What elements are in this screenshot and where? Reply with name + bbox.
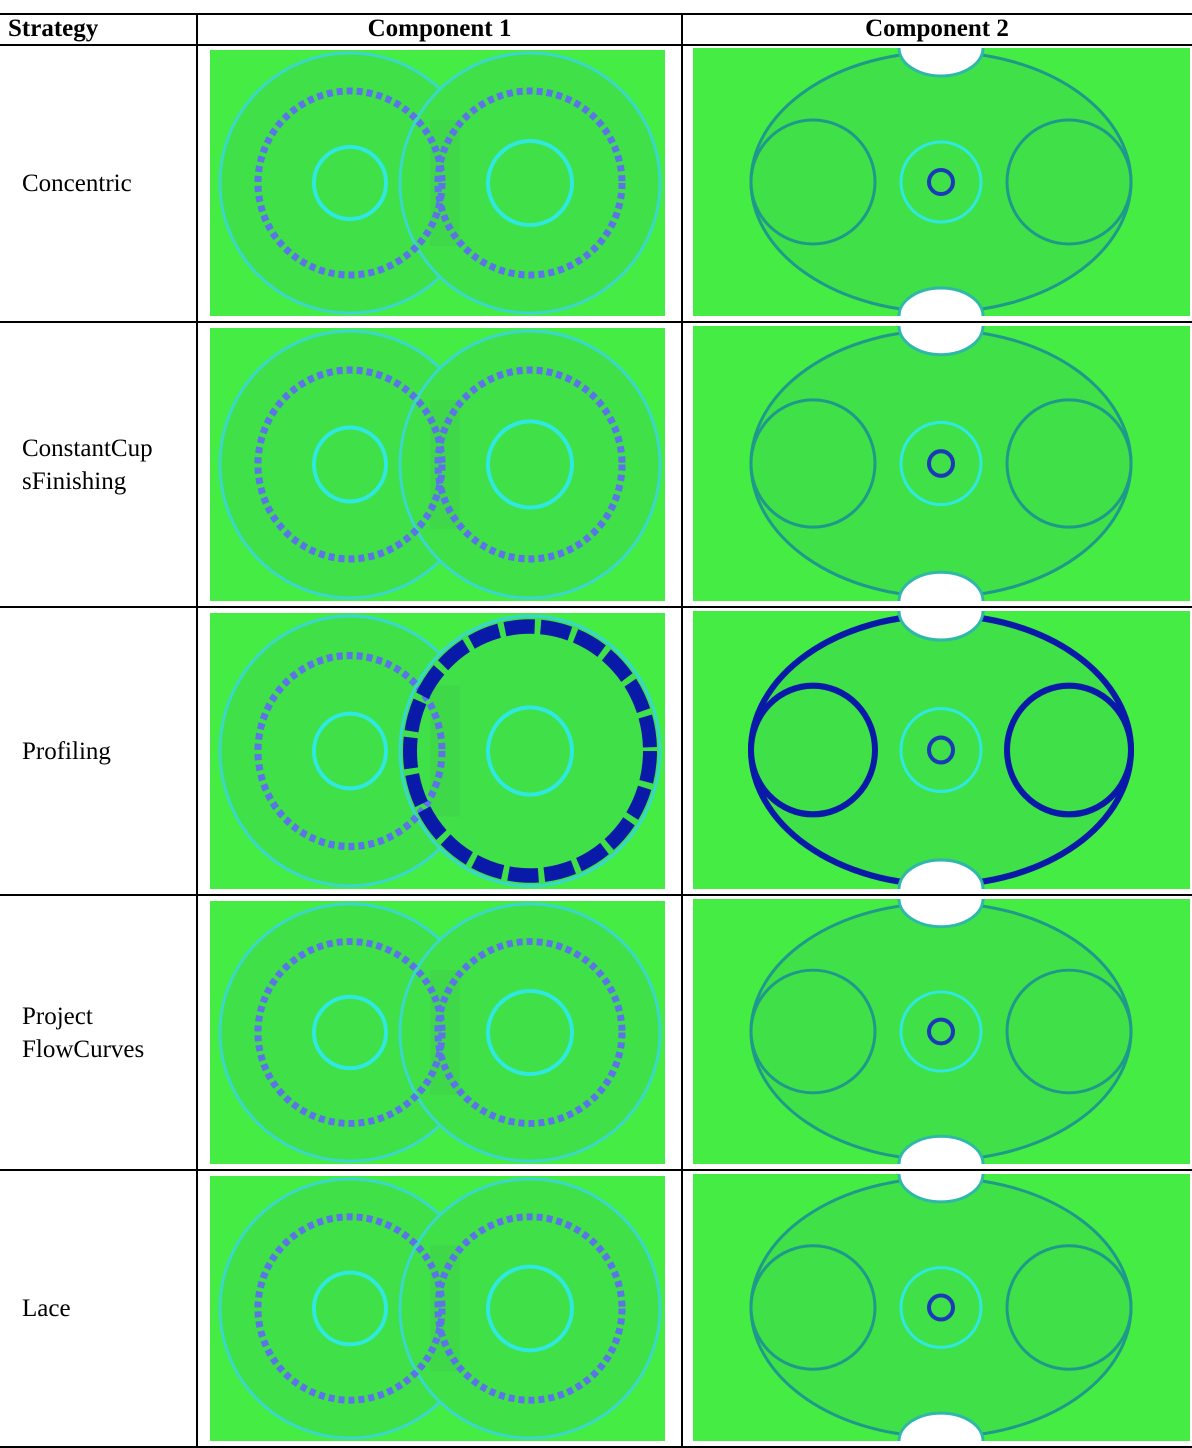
header-cell: Component 1 — [197, 14, 682, 44]
component-1-image — [210, 1176, 665, 1441]
column-border — [681, 13, 683, 1447]
side-lobe — [751, 970, 875, 1093]
label-line: Lace — [22, 1292, 71, 1325]
row-label: Concentric — [22, 167, 132, 200]
component-1-image — [210, 901, 665, 1164]
side-lobe — [1007, 120, 1131, 244]
row-label: Lace — [22, 1292, 71, 1325]
header-cell: Strategy — [8, 14, 98, 44]
row-border — [0, 894, 1192, 896]
component-1-image — [210, 50, 665, 316]
page: Strategy Component 1 Component 2 (() => … — [0, 0, 1192, 1447]
component-2-image — [693, 1174, 1190, 1441]
label-line: Profiling — [22, 735, 111, 768]
component-2-image — [693, 48, 1190, 316]
label-line: Project — [22, 1000, 144, 1033]
component-2-image — [693, 326, 1190, 601]
row-border — [0, 606, 1192, 608]
column-border — [196, 13, 198, 1447]
row-border — [0, 1169, 1192, 1171]
header-border — [0, 44, 1192, 46]
label-line: ConstantCup — [22, 432, 153, 465]
side-lobe — [751, 120, 875, 244]
label-line: sFinishing — [22, 465, 153, 498]
side-lobe — [1007, 1246, 1131, 1370]
side-lobe — [751, 400, 875, 527]
header-cell: Component 2 — [682, 14, 1192, 44]
label-line: Concentric — [22, 167, 132, 200]
row-label: Profiling — [22, 735, 111, 768]
side-lobe — [1007, 970, 1131, 1093]
row-border — [0, 321, 1192, 323]
side-lobe — [1007, 686, 1131, 815]
side-lobe — [1007, 400, 1131, 527]
label-line: FlowCurves — [22, 1033, 144, 1066]
component-2-image — [693, 611, 1190, 889]
component-1-image — [210, 328, 665, 601]
component-1-image — [210, 613, 665, 889]
component-2-image — [693, 899, 1190, 1164]
side-lobe — [751, 1246, 875, 1370]
side-lobe — [751, 686, 875, 815]
